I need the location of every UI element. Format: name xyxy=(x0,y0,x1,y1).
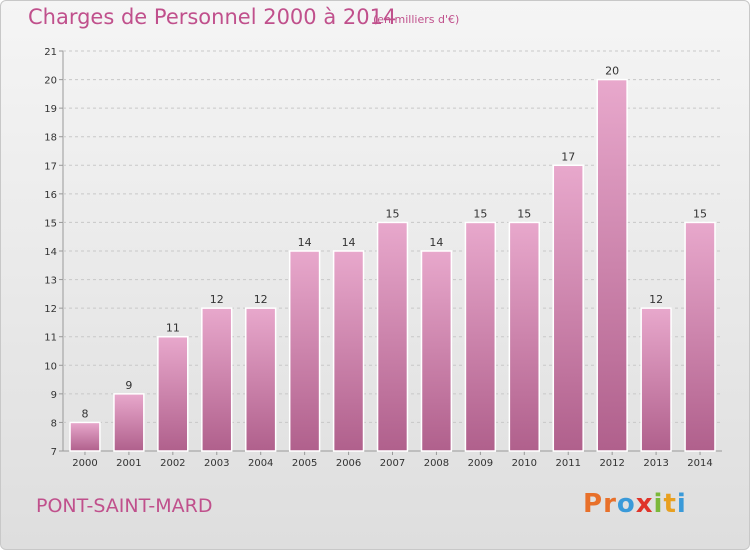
bar-value-label: 15 xyxy=(386,207,400,220)
x-tick-label: 2010 xyxy=(512,458,537,469)
bar xyxy=(640,307,672,452)
x-tick-label: 2009 xyxy=(468,458,493,469)
y-tick-label: 11 xyxy=(44,333,57,344)
y-tick-label: 9 xyxy=(51,390,57,401)
logo-letter: i xyxy=(653,489,664,519)
bar xyxy=(332,250,365,452)
proxiti-logo: Proxiti xyxy=(583,489,687,519)
y-tick-label: 13 xyxy=(44,276,57,287)
x-tick-label: 2005 xyxy=(292,458,317,469)
bar-value-label: 15 xyxy=(473,207,487,220)
y-tick-label: 16 xyxy=(44,190,57,201)
bar-value-label: 17 xyxy=(561,150,575,163)
y-tick-label: 10 xyxy=(44,361,57,372)
x-tick-label: 2000 xyxy=(72,458,97,469)
x-tick-label: 2002 xyxy=(160,458,185,469)
chart-subtitle: (en milliers d'€) xyxy=(373,13,460,26)
y-tick-label: 12 xyxy=(44,304,57,315)
x-tick-label: 2007 xyxy=(380,458,405,469)
x-tick-label: 2008 xyxy=(424,458,449,469)
y-tick-label: 7 xyxy=(51,447,57,458)
y-tick-label: 8 xyxy=(51,418,57,429)
y-tick-label: 20 xyxy=(44,76,57,87)
bar xyxy=(684,221,716,452)
bar xyxy=(464,221,497,452)
bar-value-label: 14 xyxy=(342,236,356,249)
x-tick-label: 2013 xyxy=(643,458,668,469)
x-tick-label: 2001 xyxy=(116,458,141,469)
logo-letter: i xyxy=(676,489,687,519)
x-tick-label: 2012 xyxy=(599,458,624,469)
commune-name: PONT-SAINT-MARD xyxy=(36,495,213,517)
logo-letter: x xyxy=(635,489,654,519)
y-tick-label: 21 xyxy=(44,47,57,58)
bar xyxy=(508,221,540,452)
chart-title: Charges de Personnel 2000 à 2014 xyxy=(28,5,397,29)
y-tick-label: 14 xyxy=(44,247,57,258)
bar-value-label: 14 xyxy=(429,236,443,249)
x-tick-label: 2014 xyxy=(687,458,712,469)
y-tick-label: 17 xyxy=(44,161,57,172)
bar-value-label: 11 xyxy=(166,322,180,335)
bar xyxy=(552,164,584,452)
bar-value-label: 12 xyxy=(649,293,663,306)
bar xyxy=(596,78,628,452)
y-tick-label: 15 xyxy=(44,218,57,229)
bar xyxy=(288,250,321,452)
bar xyxy=(245,307,277,452)
x-tick-label: 2006 xyxy=(336,458,361,469)
bar-value-label: 12 xyxy=(254,293,268,306)
logo-letter: o xyxy=(616,489,636,519)
bar-value-label: 15 xyxy=(693,207,707,220)
y-tick-label: 18 xyxy=(44,133,57,144)
bar-value-label: 8 xyxy=(81,407,88,420)
bar xyxy=(420,250,453,452)
logo-letter: P xyxy=(583,489,604,519)
bar-value-label: 15 xyxy=(517,207,531,220)
bar-value-label: 20 xyxy=(605,65,619,78)
x-tick-label: 2003 xyxy=(204,458,229,469)
logo-letter: r xyxy=(603,489,617,519)
bar xyxy=(69,421,101,452)
logo-letter: t xyxy=(663,489,677,519)
bar xyxy=(201,307,233,452)
bar-value-label: 14 xyxy=(298,236,312,249)
bar xyxy=(157,335,189,452)
bar-value-label: 9 xyxy=(125,379,132,392)
x-tick-label: 2011 xyxy=(556,458,581,469)
x-tick-label: 2004 xyxy=(248,458,273,469)
bar-value-label: 12 xyxy=(210,293,224,306)
bar xyxy=(376,221,409,452)
y-tick-label: 19 xyxy=(44,104,57,115)
bar xyxy=(113,393,145,452)
